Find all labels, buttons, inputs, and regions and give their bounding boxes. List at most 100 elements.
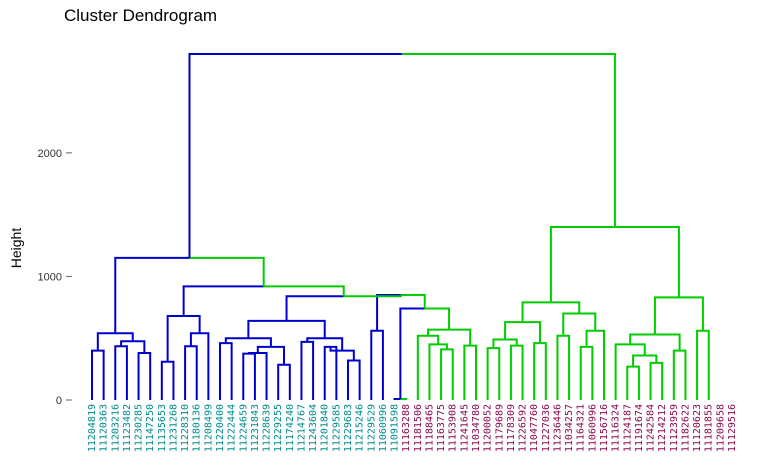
dendrogram-link bbox=[347, 359, 361, 400]
leaf-label: 11153908 bbox=[448, 404, 459, 452]
dendrogram-link bbox=[521, 301, 581, 323]
leaf-label: 11229529 bbox=[366, 404, 377, 452]
y-tick-label: 1000 bbox=[38, 271, 62, 283]
dendrogram-link bbox=[402, 53, 616, 227]
leaf-label: 11034257 bbox=[564, 404, 575, 452]
dendrogram-link bbox=[562, 312, 597, 336]
dendrogram-link bbox=[189, 332, 210, 400]
leaf-label: 11181506 bbox=[413, 404, 424, 452]
dendrogram-link bbox=[247, 319, 326, 339]
leaf-label: 11123959 bbox=[669, 404, 680, 452]
leaf-label: 11181855 bbox=[704, 404, 715, 452]
dendrogram-link bbox=[440, 348, 454, 400]
dendrogram-link bbox=[137, 352, 152, 400]
dendrogram-link bbox=[509, 344, 524, 400]
dendrogram-link bbox=[256, 345, 285, 365]
leaf-label: 11241645 bbox=[459, 404, 470, 452]
leaf-label: 11123482 bbox=[122, 404, 133, 452]
leaf-label: 11182622 bbox=[680, 404, 691, 452]
dendrogram-link bbox=[400, 398, 408, 401]
leaf-label: 11178309 bbox=[506, 404, 517, 452]
dendrogram-link bbox=[91, 349, 105, 400]
leaf-label: 11231268 bbox=[168, 404, 179, 452]
dendrogram-link bbox=[579, 345, 594, 400]
dendrogram-link bbox=[393, 398, 401, 401]
dendrogram-link bbox=[629, 333, 681, 351]
dendrogram-link bbox=[424, 307, 451, 330]
leaf-label: 11200052 bbox=[483, 404, 494, 452]
dendrogram-link bbox=[277, 363, 291, 400]
dendrogram-link bbox=[300, 340, 315, 400]
leaf-label: 11242584 bbox=[646, 404, 657, 452]
leaf-label: 11220400 bbox=[215, 404, 226, 452]
dendrogram-link bbox=[463, 344, 477, 400]
leaf-label: 11091598 bbox=[390, 404, 401, 452]
leaf-label: 11208499 bbox=[203, 404, 214, 452]
leaf-label: 11174240 bbox=[285, 404, 296, 452]
dendrogram-link bbox=[120, 340, 146, 354]
leaf-label: 11227036 bbox=[541, 404, 552, 452]
leaf-label: 11124187 bbox=[622, 404, 633, 452]
leaf-label: 11147250 bbox=[145, 404, 156, 452]
dendrogram-link bbox=[632, 354, 658, 367]
leaf-label: 11222444 bbox=[227, 404, 238, 452]
dendrogram-link bbox=[184, 345, 198, 400]
leaf-label: 11230285 bbox=[134, 404, 145, 452]
dendrogram-link bbox=[614, 343, 646, 400]
dendrogram-link bbox=[428, 343, 448, 400]
dendrogram-link bbox=[486, 347, 501, 400]
dendrogram-link bbox=[189, 256, 265, 287]
dendrogram-link bbox=[376, 293, 401, 331]
leaf-labels: 11204819 11120363 11203216 11123482 11230285… bbox=[87, 404, 738, 452]
leaf-label: 11164321 bbox=[576, 404, 587, 452]
leaf-label: 11191674 bbox=[634, 404, 645, 452]
leaf-label: 11231843 bbox=[250, 404, 261, 452]
dendrogram-link bbox=[653, 296, 704, 335]
dendrogram-link bbox=[263, 285, 345, 297]
dendrogram-link bbox=[649, 361, 664, 400]
leaf-label: 11236446 bbox=[552, 404, 563, 452]
leaf-label: 11226592 bbox=[518, 404, 529, 452]
dendrogram-link bbox=[114, 345, 128, 400]
dendrogram-link bbox=[626, 365, 640, 400]
y-axis-label: Height bbox=[8, 228, 24, 269]
dendrogram-link bbox=[549, 226, 680, 303]
leaf-label: 11215246 bbox=[355, 404, 366, 452]
leaf-label: 11229255 bbox=[273, 404, 284, 452]
chart-title: Cluster Dendrogram bbox=[64, 6, 218, 25]
dendrogram-link bbox=[427, 328, 472, 346]
dendrogram-link bbox=[242, 352, 256, 400]
dendrogram-link bbox=[533, 342, 547, 400]
leaf-label: 11060996 bbox=[378, 404, 389, 452]
leaf-label: 11135653 bbox=[157, 404, 168, 452]
dendrogram-link bbox=[370, 329, 384, 400]
leaf-label: 11188465 bbox=[424, 404, 435, 452]
leaf-label: 11120623 bbox=[692, 404, 703, 452]
dendrogram-link bbox=[182, 285, 264, 316]
dendrogram-links bbox=[91, 53, 710, 401]
leaf-label: 11179689 bbox=[494, 404, 505, 452]
dendrogram-link bbox=[696, 329, 710, 400]
leaf-label: 11163775 bbox=[436, 404, 447, 452]
dendrogram-link bbox=[219, 342, 233, 400]
leaf-label: 11201840 bbox=[320, 404, 331, 452]
dendrogram-link bbox=[585, 329, 605, 400]
leaf-label: 11156716 bbox=[599, 404, 610, 452]
dendrogram-link bbox=[400, 293, 426, 309]
leaf-label: 11214767 bbox=[296, 404, 307, 452]
dendrogram-link bbox=[416, 334, 440, 400]
leaf-label: 11120363 bbox=[99, 404, 110, 452]
dendrogram-link bbox=[343, 294, 402, 298]
y-tick-label: 0 bbox=[56, 395, 62, 407]
dendrogram-link bbox=[285, 295, 344, 321]
leaf-label: 11229683 bbox=[343, 404, 354, 452]
leaf-label: 11034780 bbox=[471, 404, 482, 452]
leaf-label: 11204819 bbox=[87, 404, 98, 452]
leaf-label: 11047760 bbox=[529, 404, 540, 452]
dendrogram-link bbox=[399, 307, 425, 400]
dendrogram-link bbox=[166, 314, 201, 362]
dendrogram-link bbox=[188, 53, 403, 258]
leaf-label: 11163288 bbox=[401, 404, 412, 452]
leaf-label: 11229585 bbox=[331, 404, 342, 452]
